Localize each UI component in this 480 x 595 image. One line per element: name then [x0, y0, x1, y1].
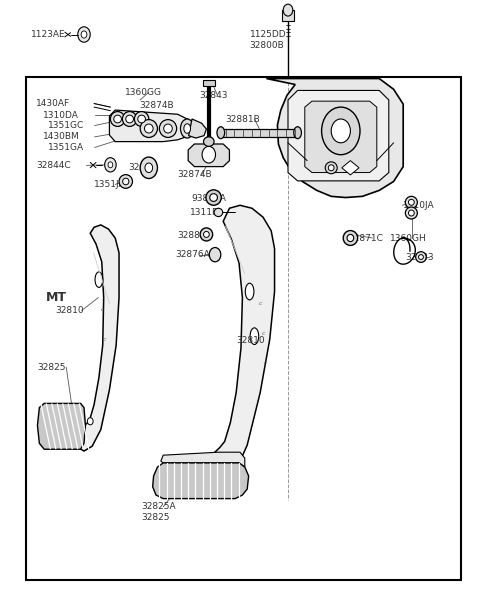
Text: c: c: [263, 361, 267, 365]
Ellipse shape: [405, 196, 418, 208]
Polygon shape: [109, 110, 194, 142]
Ellipse shape: [206, 190, 221, 205]
Text: 1430AF: 1430AF: [36, 99, 70, 108]
Bar: [26, 77, 461, 580]
Ellipse shape: [419, 255, 423, 259]
Ellipse shape: [328, 165, 334, 171]
Circle shape: [105, 158, 116, 172]
Circle shape: [78, 27, 90, 42]
Text: 1351JA: 1351JA: [94, 180, 125, 189]
Ellipse shape: [214, 208, 223, 217]
Polygon shape: [342, 161, 359, 175]
Text: 32874B: 32874B: [178, 170, 212, 180]
Circle shape: [322, 107, 360, 155]
Ellipse shape: [204, 137, 214, 146]
Polygon shape: [161, 452, 245, 467]
Ellipse shape: [416, 252, 426, 262]
Text: 32883: 32883: [406, 252, 434, 262]
Text: 1360GG: 1360GG: [125, 87, 162, 97]
Ellipse shape: [123, 178, 129, 185]
Text: 1123AE: 1123AE: [31, 30, 66, 39]
Ellipse shape: [138, 115, 145, 123]
Circle shape: [145, 163, 153, 173]
Ellipse shape: [134, 112, 149, 127]
Ellipse shape: [347, 234, 354, 242]
Polygon shape: [221, 129, 298, 137]
Polygon shape: [37, 403, 85, 449]
Text: 32841: 32841: [129, 163, 157, 173]
Ellipse shape: [210, 194, 217, 202]
Text: 1311FA: 1311FA: [190, 208, 223, 217]
Text: 32810: 32810: [55, 306, 84, 315]
Polygon shape: [214, 205, 275, 476]
Circle shape: [108, 162, 113, 168]
Circle shape: [209, 248, 221, 262]
Text: 1351GC: 1351GC: [48, 121, 84, 130]
Circle shape: [140, 157, 157, 178]
Ellipse shape: [294, 127, 301, 139]
Text: 32825A: 32825A: [142, 502, 176, 512]
Text: 32830G: 32830G: [317, 129, 352, 138]
Ellipse shape: [110, 112, 125, 127]
Ellipse shape: [405, 207, 418, 219]
Text: 1310DA: 1310DA: [43, 111, 79, 120]
Ellipse shape: [250, 328, 259, 345]
Ellipse shape: [144, 124, 153, 133]
Ellipse shape: [159, 120, 177, 137]
Text: 93810A: 93810A: [191, 193, 226, 203]
Text: 32825: 32825: [142, 513, 170, 522]
Circle shape: [81, 31, 87, 38]
Ellipse shape: [119, 175, 132, 189]
Ellipse shape: [245, 283, 254, 300]
Ellipse shape: [184, 124, 191, 133]
Text: 32844C: 32844C: [36, 161, 71, 170]
Polygon shape: [188, 144, 229, 167]
Text: 32843: 32843: [199, 90, 228, 100]
Text: 32876A: 32876A: [175, 250, 210, 259]
Text: 1430BM: 1430BM: [43, 132, 80, 142]
Text: 32825: 32825: [37, 362, 66, 372]
Circle shape: [87, 418, 93, 425]
Ellipse shape: [408, 199, 414, 205]
Text: 1360GH: 1360GH: [390, 233, 427, 243]
Polygon shape: [76, 225, 119, 451]
Ellipse shape: [217, 127, 225, 139]
Circle shape: [331, 119, 350, 143]
Text: c: c: [103, 337, 107, 342]
Ellipse shape: [204, 231, 209, 237]
Circle shape: [202, 146, 216, 163]
Ellipse shape: [325, 162, 337, 174]
Text: 1351GA: 1351GA: [48, 143, 84, 152]
Polygon shape: [189, 119, 206, 138]
Polygon shape: [266, 79, 403, 198]
Circle shape: [283, 4, 293, 16]
Ellipse shape: [95, 272, 103, 287]
Polygon shape: [288, 90, 389, 181]
Text: 32883: 32883: [178, 230, 206, 240]
Ellipse shape: [180, 119, 194, 138]
Ellipse shape: [126, 115, 133, 123]
Ellipse shape: [200, 228, 213, 241]
Text: 1310JA: 1310JA: [403, 201, 435, 210]
Text: 1125DD: 1125DD: [250, 30, 286, 39]
Text: 32881B: 32881B: [226, 114, 260, 124]
Ellipse shape: [343, 231, 358, 246]
Ellipse shape: [122, 112, 137, 127]
Ellipse shape: [140, 120, 157, 137]
Ellipse shape: [114, 115, 121, 123]
Text: c: c: [261, 331, 265, 336]
Text: MT: MT: [46, 291, 67, 304]
Text: 32800B: 32800B: [250, 40, 284, 50]
Text: 32871C: 32871C: [348, 233, 384, 243]
Text: 32874B: 32874B: [139, 101, 174, 111]
Text: c: c: [258, 301, 262, 306]
Text: 32810: 32810: [236, 336, 265, 345]
Ellipse shape: [408, 210, 414, 216]
Ellipse shape: [164, 124, 172, 133]
Polygon shape: [305, 101, 377, 173]
Text: c: c: [101, 307, 105, 312]
Bar: [203, 80, 215, 86]
Polygon shape: [153, 463, 249, 499]
Bar: [282, 10, 294, 21]
